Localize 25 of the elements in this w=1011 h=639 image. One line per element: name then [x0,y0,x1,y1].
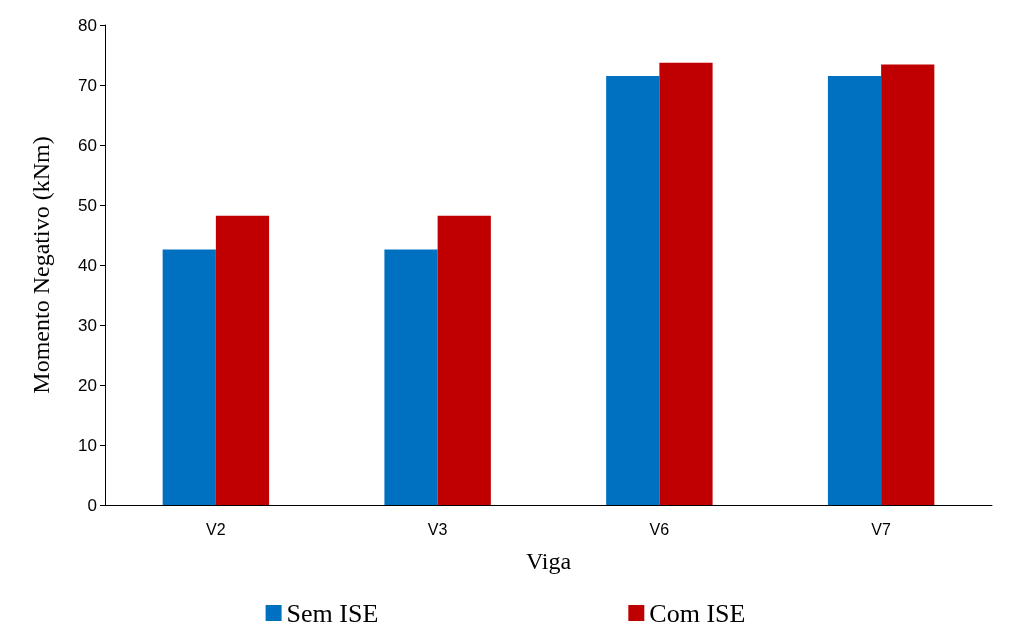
y-axis-title: Momento Negativo (kNm) [28,136,54,394]
bar [162,249,216,505]
bar [659,62,713,505]
legend-label: Sem ISE [286,598,379,628]
y-tick-label: 80 [78,15,97,35]
bar [215,215,270,505]
bar [881,64,935,505]
y-tick-label: 60 [78,135,97,155]
x-tick-label: V2 [206,520,226,538]
bar [437,215,491,505]
y-tick-label: 30 [78,315,97,335]
y-tick-label: 10 [78,435,97,455]
bar [827,76,882,505]
y-tick-label: 40 [78,255,97,275]
y-tick-label: 70 [78,75,97,95]
legend-label: Com ISE [649,598,746,628]
y-tick-label: 0 [87,495,97,515]
bar [384,249,438,505]
x-tick-label: V6 [649,520,670,538]
y-tick-label: 20 [78,375,97,395]
y-tick-label: 50 [78,195,97,215]
bar [606,76,660,505]
x-tick-label: V7 [871,520,892,538]
x-tick-label: V3 [427,520,448,538]
x-axis-title: Viga [525,548,572,574]
